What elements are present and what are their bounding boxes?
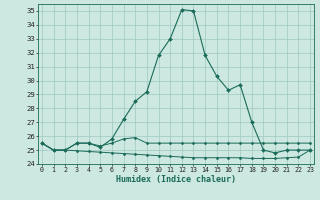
X-axis label: Humidex (Indice chaleur): Humidex (Indice chaleur) <box>116 175 236 184</box>
